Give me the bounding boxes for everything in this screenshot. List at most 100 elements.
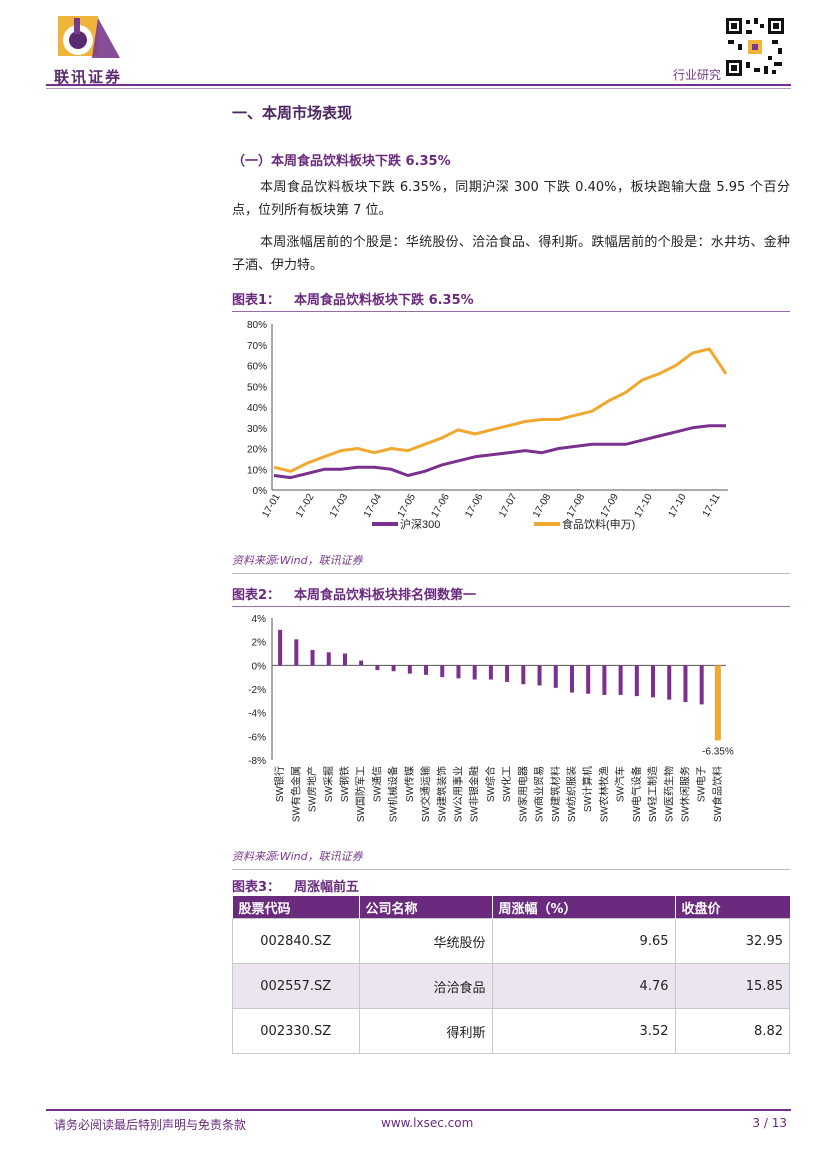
footer-url[interactable]: www.lxsec.com (381, 1116, 474, 1130)
paragraph-1: 本周食品饮料板块下跌 6.35%，同期沪深 300 下跌 0.40%，板块跑输大… (232, 180, 790, 218)
figure-1-number: 图表1： (232, 293, 281, 308)
x-tick-label: SW非银金融 (468, 766, 481, 822)
bar (359, 660, 364, 666)
header-weekly-change: 周涨幅（%） (492, 896, 676, 919)
figure-1-line-chart: 0%10%20%30%40%50%60%70%80%17-01 17-02 17-0… (247, 320, 728, 531)
table-row: 002330.SZ 得利斯 3.52 8.82 (232, 1008, 790, 1054)
table-row: 002840.SZ 华统股份 9.65 32.95 (232, 918, 790, 964)
header-company-name: 公司名称 (359, 896, 493, 919)
x-tick-label: SW建筑装饰 (435, 766, 448, 822)
data-label: -6.35% (702, 746, 734, 757)
x-tick-label: SW交通运输 (419, 766, 432, 822)
bar (602, 665, 607, 695)
bar (440, 665, 445, 678)
figure-3-caption: 周涨幅前五 (294, 880, 360, 895)
x-tick-label: 17-08 (565, 492, 588, 520)
x-tick-label: SW钢铁 (338, 766, 351, 802)
bar (553, 665, 558, 688)
y-tick-label: 10% (247, 465, 267, 476)
x-tick-label: SW计算机 (581, 766, 594, 812)
top-gainers-table: 股票代码 公司名称 周涨幅（%） 收盘价 002840.SZ 华统股份 9.65… (232, 896, 790, 1054)
footer-disclaimer: 请务必阅读最后特别声明与免责条款 (54, 1118, 247, 1132)
x-tick-label: SW农林牧渔 (597, 766, 610, 822)
table-header-row: 股票代码 公司名称 周涨幅（%） 收盘价 (232, 896, 790, 919)
x-tick-label: 17-05 (396, 492, 419, 520)
x-tick-label: SW休闲服务 (678, 766, 691, 822)
bar (342, 653, 347, 666)
y-tick-label: 30% (247, 424, 267, 435)
bar (310, 649, 315, 666)
x-tick-label: SW电子 (695, 766, 708, 802)
close-price: 15.85 (674, 963, 790, 1009)
weekly-change: 3.52 (491, 1008, 676, 1054)
x-tick-label: SW医药生物 (662, 766, 675, 822)
bar (651, 665, 656, 698)
header-stock-code: 股票代码 (232, 896, 360, 919)
x-tick-label: SW建筑材料 (549, 766, 562, 822)
figure-1-source: 资料来源:Wind，联讯证券 (232, 552, 790, 574)
x-tick-label: 17-10 (666, 492, 689, 520)
company-name: 华统股份 (358, 918, 493, 964)
y-tick-label: 4% (252, 614, 267, 625)
weekly-change: 4.76 (491, 963, 676, 1009)
stock-code: 002840.SZ (232, 918, 360, 964)
x-tick-label: SW轻工制造 (646, 766, 659, 822)
x-tick-label: SW国防军工 (354, 766, 367, 822)
bar (569, 665, 574, 693)
x-tick-label: SW纺织服装 (565, 766, 578, 822)
x-tick-label: 17-02 (294, 492, 317, 520)
y-tick-label: 60% (247, 362, 267, 373)
header-rule (46, 84, 791, 86)
y-tick-label: 2% (252, 638, 267, 649)
section-subtitle: （一）本周食品饮料板块下跌 6.35% (232, 154, 451, 169)
x-tick-label: 17-11 (701, 492, 723, 519)
x-tick-label: 17-07 (497, 492, 520, 520)
stock-code: 002557.SZ (232, 963, 360, 1009)
figure-2-number: 图表2： (232, 588, 281, 603)
x-tick-label: 17-10 (633, 492, 656, 520)
figure-3-number: 图表3： (232, 880, 281, 895)
x-tick-label: SW商业贸易 (533, 766, 546, 822)
report-type-label: 行业研究 (672, 68, 721, 82)
x-tick-label: SW化工 (500, 766, 513, 802)
legend-label: 食品饮料(申万) (562, 517, 635, 531)
bar (667, 665, 672, 700)
bar (375, 665, 380, 671)
series-line-1 (273, 347, 728, 473)
x-tick-label: SW综合 (484, 766, 497, 802)
x-tick-label: SW银行 (273, 766, 286, 802)
bar (456, 665, 461, 679)
header-rule-thin (46, 88, 791, 89)
footer-page-number: 3 / 13 (752, 1116, 787, 1130)
header-close-price: 收盘价 (675, 896, 790, 919)
x-tick-label: SW通信 (371, 766, 383, 802)
x-tick-label: 17-04 (362, 492, 385, 520)
figure-2-caption: 本周食品饮料板块排名倒数第一 (294, 588, 477, 603)
footer-rule (46, 1109, 791, 1111)
close-price: 8.82 (674, 1008, 790, 1054)
x-tick-label: SW汽车 (614, 766, 627, 802)
y-tick-label: -8% (248, 756, 266, 767)
stock-code: 002330.SZ (232, 1008, 360, 1054)
y-tick-label: 40% (247, 403, 267, 414)
x-tick-label: SW机械设备 (387, 766, 400, 822)
company-logo (54, 12, 124, 64)
table-row: 002557.SZ 洽洽食品 4.76 15.85 (232, 963, 790, 1009)
x-tick-label: SW有色金属 (289, 766, 302, 822)
bar (683, 665, 688, 703)
x-tick-label: SW公用事业 (451, 766, 464, 822)
x-tick-label: SW家用电器 (516, 766, 529, 822)
y-tick-label: -2% (248, 685, 266, 696)
company-name: 得利斯 (358, 1008, 493, 1054)
bar (278, 629, 283, 666)
bar (586, 665, 591, 694)
close-price: 32.95 (674, 918, 790, 964)
bar (714, 665, 721, 741)
x-tick-label: SW食品饮料 (711, 766, 724, 822)
y-tick-label: 50% (247, 382, 267, 393)
bar (294, 639, 299, 666)
bar (391, 665, 396, 672)
bar (407, 665, 412, 674)
x-tick-label: 17-06 (430, 492, 453, 520)
y-tick-label: -4% (248, 709, 266, 720)
